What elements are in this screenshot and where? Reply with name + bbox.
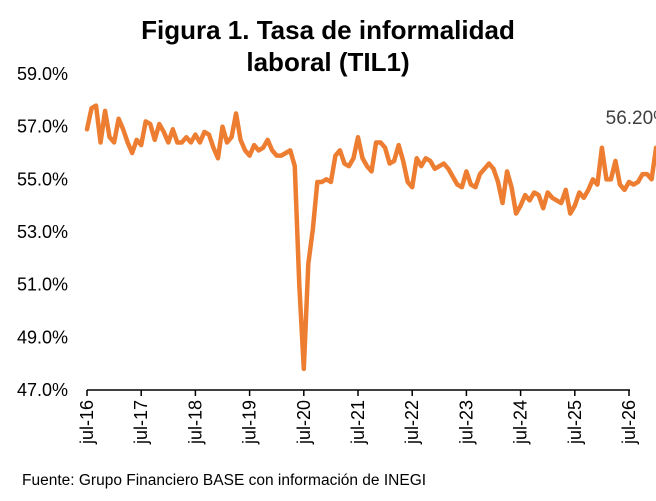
x-tick-label: jul-19 bbox=[240, 400, 260, 445]
x-tick-label: jul-22 bbox=[402, 400, 422, 445]
y-tick-label: 55.0% bbox=[17, 169, 68, 189]
y-tick-label: 49.0% bbox=[17, 327, 68, 347]
last-value-label: 56.20% bbox=[606, 108, 656, 129]
y-tick-label: 53.0% bbox=[17, 222, 68, 242]
source-note: Fuente: Grupo Financiero BASE con inform… bbox=[22, 472, 427, 489]
chart-title: Figura 1. Tasa de informalidad laboral (… bbox=[0, 14, 656, 78]
y-tick-label: 51.0% bbox=[17, 275, 68, 295]
x-tick-label: jul-20 bbox=[294, 400, 314, 445]
x-tick-label: jul-16 bbox=[77, 400, 97, 445]
x-tick-label: jul-26 bbox=[619, 400, 639, 445]
chart-title-line2: laboral (TIL1) bbox=[246, 47, 410, 77]
x-tick-label: jul-17 bbox=[131, 400, 151, 445]
y-tick-label: 47.0% bbox=[17, 380, 68, 400]
x-tick-label: jul-23 bbox=[456, 400, 476, 445]
x-tick-label: jul-24 bbox=[511, 400, 531, 445]
x-tick-label: jul-18 bbox=[185, 400, 205, 445]
chart-title-line1: Figura 1. Tasa de informalidad bbox=[141, 15, 515, 45]
x-tick-label: jul-21 bbox=[348, 400, 368, 445]
y-tick-label: 57.0% bbox=[17, 117, 68, 137]
y-tick-label: 59.0% bbox=[17, 64, 68, 84]
x-tick-label: jul-25 bbox=[565, 400, 585, 445]
series-line-til1 bbox=[84, 103, 656, 372]
